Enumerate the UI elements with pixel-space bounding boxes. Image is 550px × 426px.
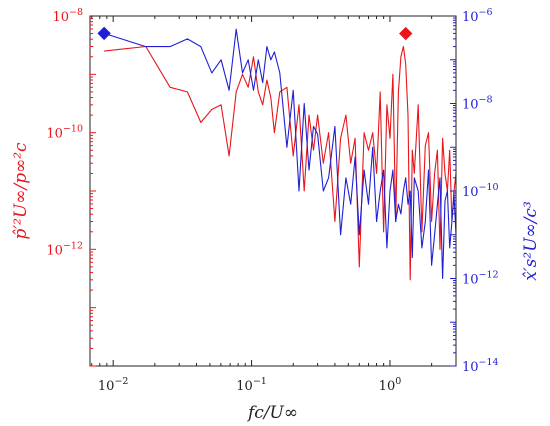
y-axis-label-right: x̂′s²U∞/c³ xyxy=(521,201,541,281)
y-right-tick-label: 10−6 xyxy=(462,7,493,25)
x-tick-label: 100 xyxy=(379,376,402,394)
y-left-tick-label: 10−10 xyxy=(46,124,83,142)
peak-markers xyxy=(97,26,413,41)
peak-marker xyxy=(97,26,111,41)
y-axis-label-left: p̂′²U∞/p∞²c xyxy=(11,142,31,240)
y-right-tick-label: 10−12 xyxy=(462,270,499,288)
y-right-tick-label: 10−8 xyxy=(462,95,493,113)
series-line-0 xyxy=(104,45,456,281)
y-left-tick-label: 10−12 xyxy=(46,240,83,258)
y-right-tick-label: 10−14 xyxy=(462,357,499,375)
x-tick-label: 10−1 xyxy=(236,376,267,394)
y-left-tick-label: 10−8 xyxy=(52,7,83,25)
x-axis-label: fc/U∞ xyxy=(246,403,298,423)
tick-marks xyxy=(90,16,457,367)
tick-labels: 10−2 10−1 100 10−8 10−10 10−12 10−6 10−8 10−10 10… xyxy=(46,7,498,394)
plot-frame xyxy=(89,15,457,367)
y-right-tick-label: 10−10 xyxy=(462,182,499,200)
x-tick-label: 10−2 xyxy=(98,376,129,394)
series-line-1 xyxy=(103,28,456,280)
peak-marker xyxy=(399,26,413,41)
plot-lines xyxy=(103,28,456,281)
